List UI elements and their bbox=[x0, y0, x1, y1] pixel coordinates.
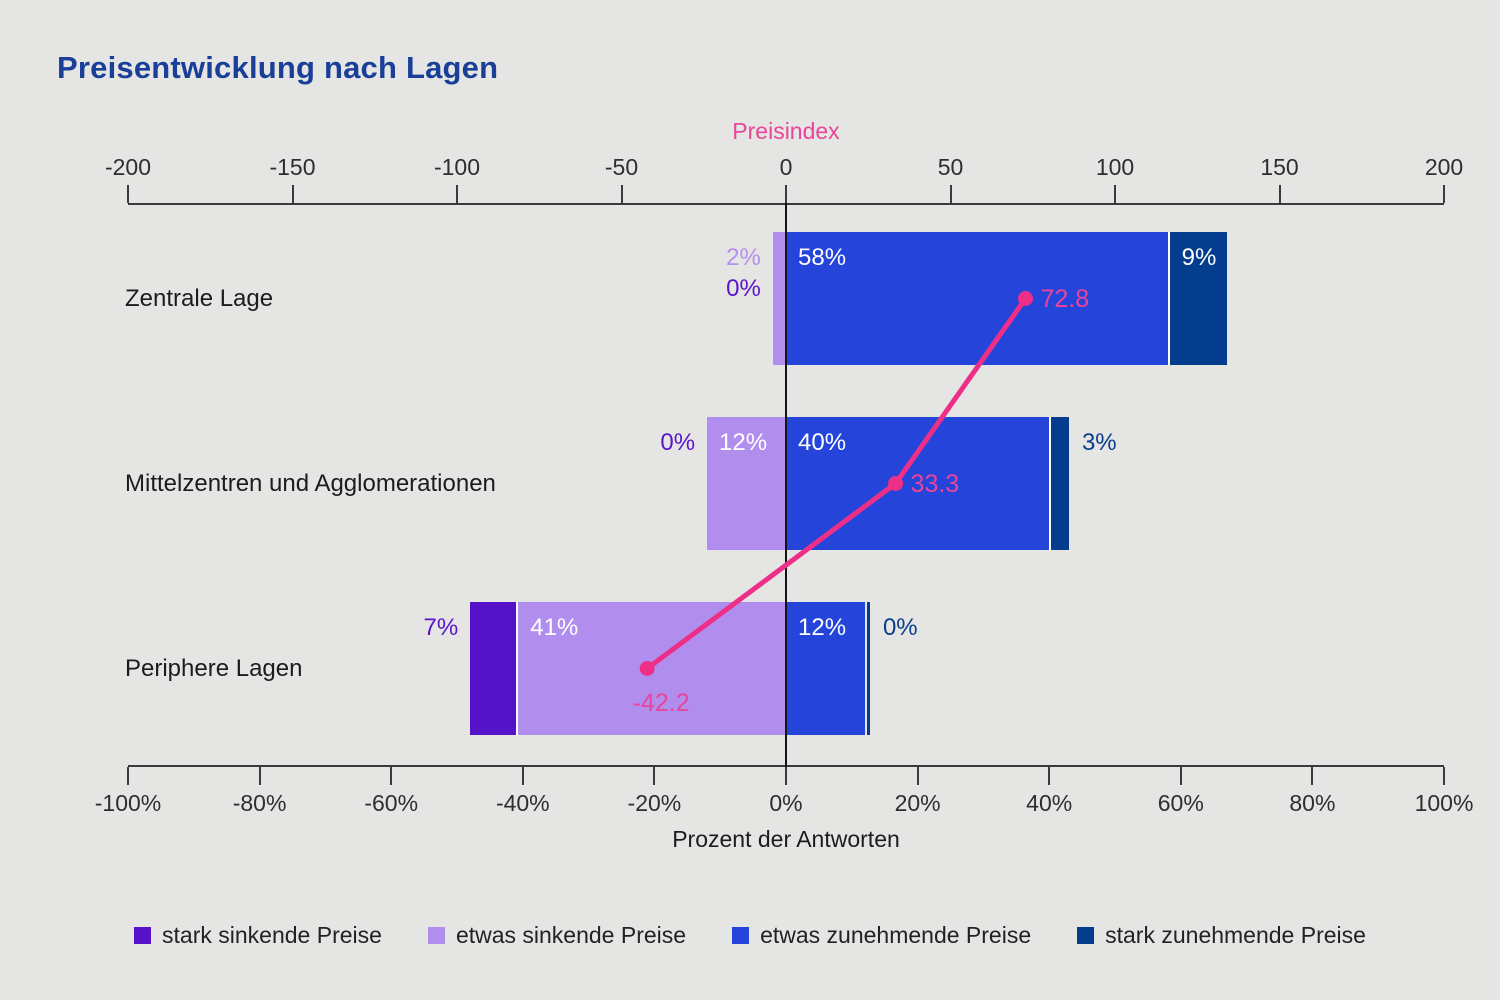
top-axis-tick-label: -100 bbox=[433, 154, 481, 180]
bottom-axis-tick-label: 20% bbox=[894, 790, 941, 816]
top-axis-tick-label: 200 bbox=[1424, 154, 1464, 180]
bar-segment-stark-zunehmende-Preise bbox=[1049, 417, 1069, 550]
preisindex-point-label: 33.3 bbox=[910, 469, 960, 498]
bottom-axis-tick bbox=[916, 767, 919, 785]
bar-value-label: 7% bbox=[423, 614, 459, 641]
top-axis-tick-label: 50 bbox=[937, 154, 964, 180]
bottom-axis-tick bbox=[653, 767, 656, 785]
top-axis-tick bbox=[291, 185, 294, 203]
bottom-axis-tick-label: -60% bbox=[364, 790, 419, 816]
legend-item: stark zunehmende Preise bbox=[1077, 922, 1366, 949]
top-axis-tick bbox=[456, 185, 458, 203]
bottom-axis-tick-label: 40% bbox=[1026, 790, 1073, 816]
bottom-axis-tick-label: 100% bbox=[1414, 790, 1474, 816]
top-axis-tick bbox=[949, 185, 952, 203]
top-axis-tick-label: -200 bbox=[104, 154, 152, 180]
legend-swatch-icon bbox=[427, 927, 445, 944]
legend: stark sinkende Preise etwas sinkende Prei… bbox=[0, 922, 1500, 949]
top-axis-tick-label: -50 bbox=[604, 154, 639, 180]
legend-label: etwas sinkende Preise bbox=[455, 922, 687, 948]
top-axis-caption: Preisindex bbox=[732, 118, 840, 144]
top-axis-tick-label: 0 bbox=[779, 154, 793, 180]
top-axis-tick-label: 100 bbox=[1095, 154, 1135, 180]
legend-swatch-icon bbox=[732, 927, 750, 944]
bottom-axis-tick-label: 60% bbox=[1157, 790, 1204, 816]
bar-segment-sliver bbox=[866, 602, 870, 735]
category-label: Periphere Lagen bbox=[125, 654, 303, 682]
legend-item: etwas sinkende Preise bbox=[427, 922, 687, 949]
preisindex-point-label: 72.8 bbox=[1040, 284, 1090, 313]
top-axis-tick bbox=[1114, 185, 1116, 203]
top-axis-tick bbox=[1278, 185, 1281, 203]
chart-title: Preisentwicklung nach Lagen bbox=[57, 50, 499, 85]
top-axis-tick bbox=[785, 185, 787, 203]
bar-value-label: 0% bbox=[660, 429, 696, 456]
category-label: Mittelzentren und Agglomerationen bbox=[125, 469, 496, 497]
bar-value-label: 41% bbox=[530, 614, 579, 641]
bottom-axis-tick bbox=[785, 767, 787, 785]
legend-item: stark sinkende Preise bbox=[134, 922, 382, 949]
bar-value-label: 40% bbox=[798, 429, 847, 456]
zero-line bbox=[785, 203, 787, 767]
category-label: Zentrale Lage bbox=[125, 284, 274, 312]
top-axis-tick bbox=[1443, 185, 1445, 203]
bottom-axis-tick-label: -100% bbox=[94, 790, 162, 816]
bar-value-label: 3% bbox=[1081, 429, 1117, 456]
top-axis-tick-label: 150 bbox=[1260, 154, 1299, 180]
bottom-axis-tick bbox=[1443, 767, 1445, 785]
bar-value-label: 2% bbox=[726, 244, 761, 271]
bar-value-label: 12% bbox=[719, 429, 768, 456]
bar-value-label: 12% bbox=[798, 614, 847, 641]
legend-swatch-icon bbox=[1077, 927, 1095, 944]
top-axis-tick bbox=[620, 185, 623, 203]
bottom-axis-tick-label: -20% bbox=[627, 790, 682, 816]
bottom-axis-tick-label: -80% bbox=[232, 790, 287, 816]
bar-segment-stark-zunehmende-Preise bbox=[1167, 232, 1227, 365]
bottom-axis-tick-label: 0% bbox=[769, 790, 803, 816]
bottom-axis-tick bbox=[258, 767, 261, 785]
bottom-axis-caption: Prozent der Antworten bbox=[672, 826, 900, 852]
bottom-axis-tick bbox=[127, 767, 129, 785]
bottom-axis-tick-label: -40% bbox=[495, 790, 550, 816]
bar-value-label: 58% bbox=[798, 244, 847, 271]
bottom-axis-tick bbox=[521, 767, 524, 785]
bottom-axis-tick bbox=[1048, 767, 1051, 785]
top-axis-tick-label: -150 bbox=[269, 154, 316, 180]
bar-value-label: 0% bbox=[726, 275, 761, 302]
legend-item: etwas zunehmende Preise bbox=[732, 922, 1031, 949]
bottom-axis-tick bbox=[1179, 767, 1182, 785]
bottom-axis-tick-label: 80% bbox=[1289, 790, 1336, 816]
bar-value-label: 9% bbox=[1181, 244, 1217, 271]
legend-label: etwas zunehmende Preise bbox=[760, 922, 1032, 948]
legend-label: stark sinkende Preise bbox=[162, 922, 382, 948]
legend-label: stark zunehmende Preise bbox=[1105, 922, 1366, 948]
legend-swatch-icon bbox=[134, 927, 152, 944]
top-axis-tick bbox=[127, 185, 129, 203]
bar-segment-stark-sinkende-Preise bbox=[470, 602, 517, 735]
preisindex-point-label: -42.2 bbox=[632, 688, 690, 717]
bottom-axis-tick bbox=[1311, 767, 1314, 785]
bar-value-label: 0% bbox=[882, 614, 918, 641]
bar-segment-etwas-sinkende-Preise bbox=[772, 232, 786, 365]
bottom-axis-tick bbox=[390, 767, 393, 785]
